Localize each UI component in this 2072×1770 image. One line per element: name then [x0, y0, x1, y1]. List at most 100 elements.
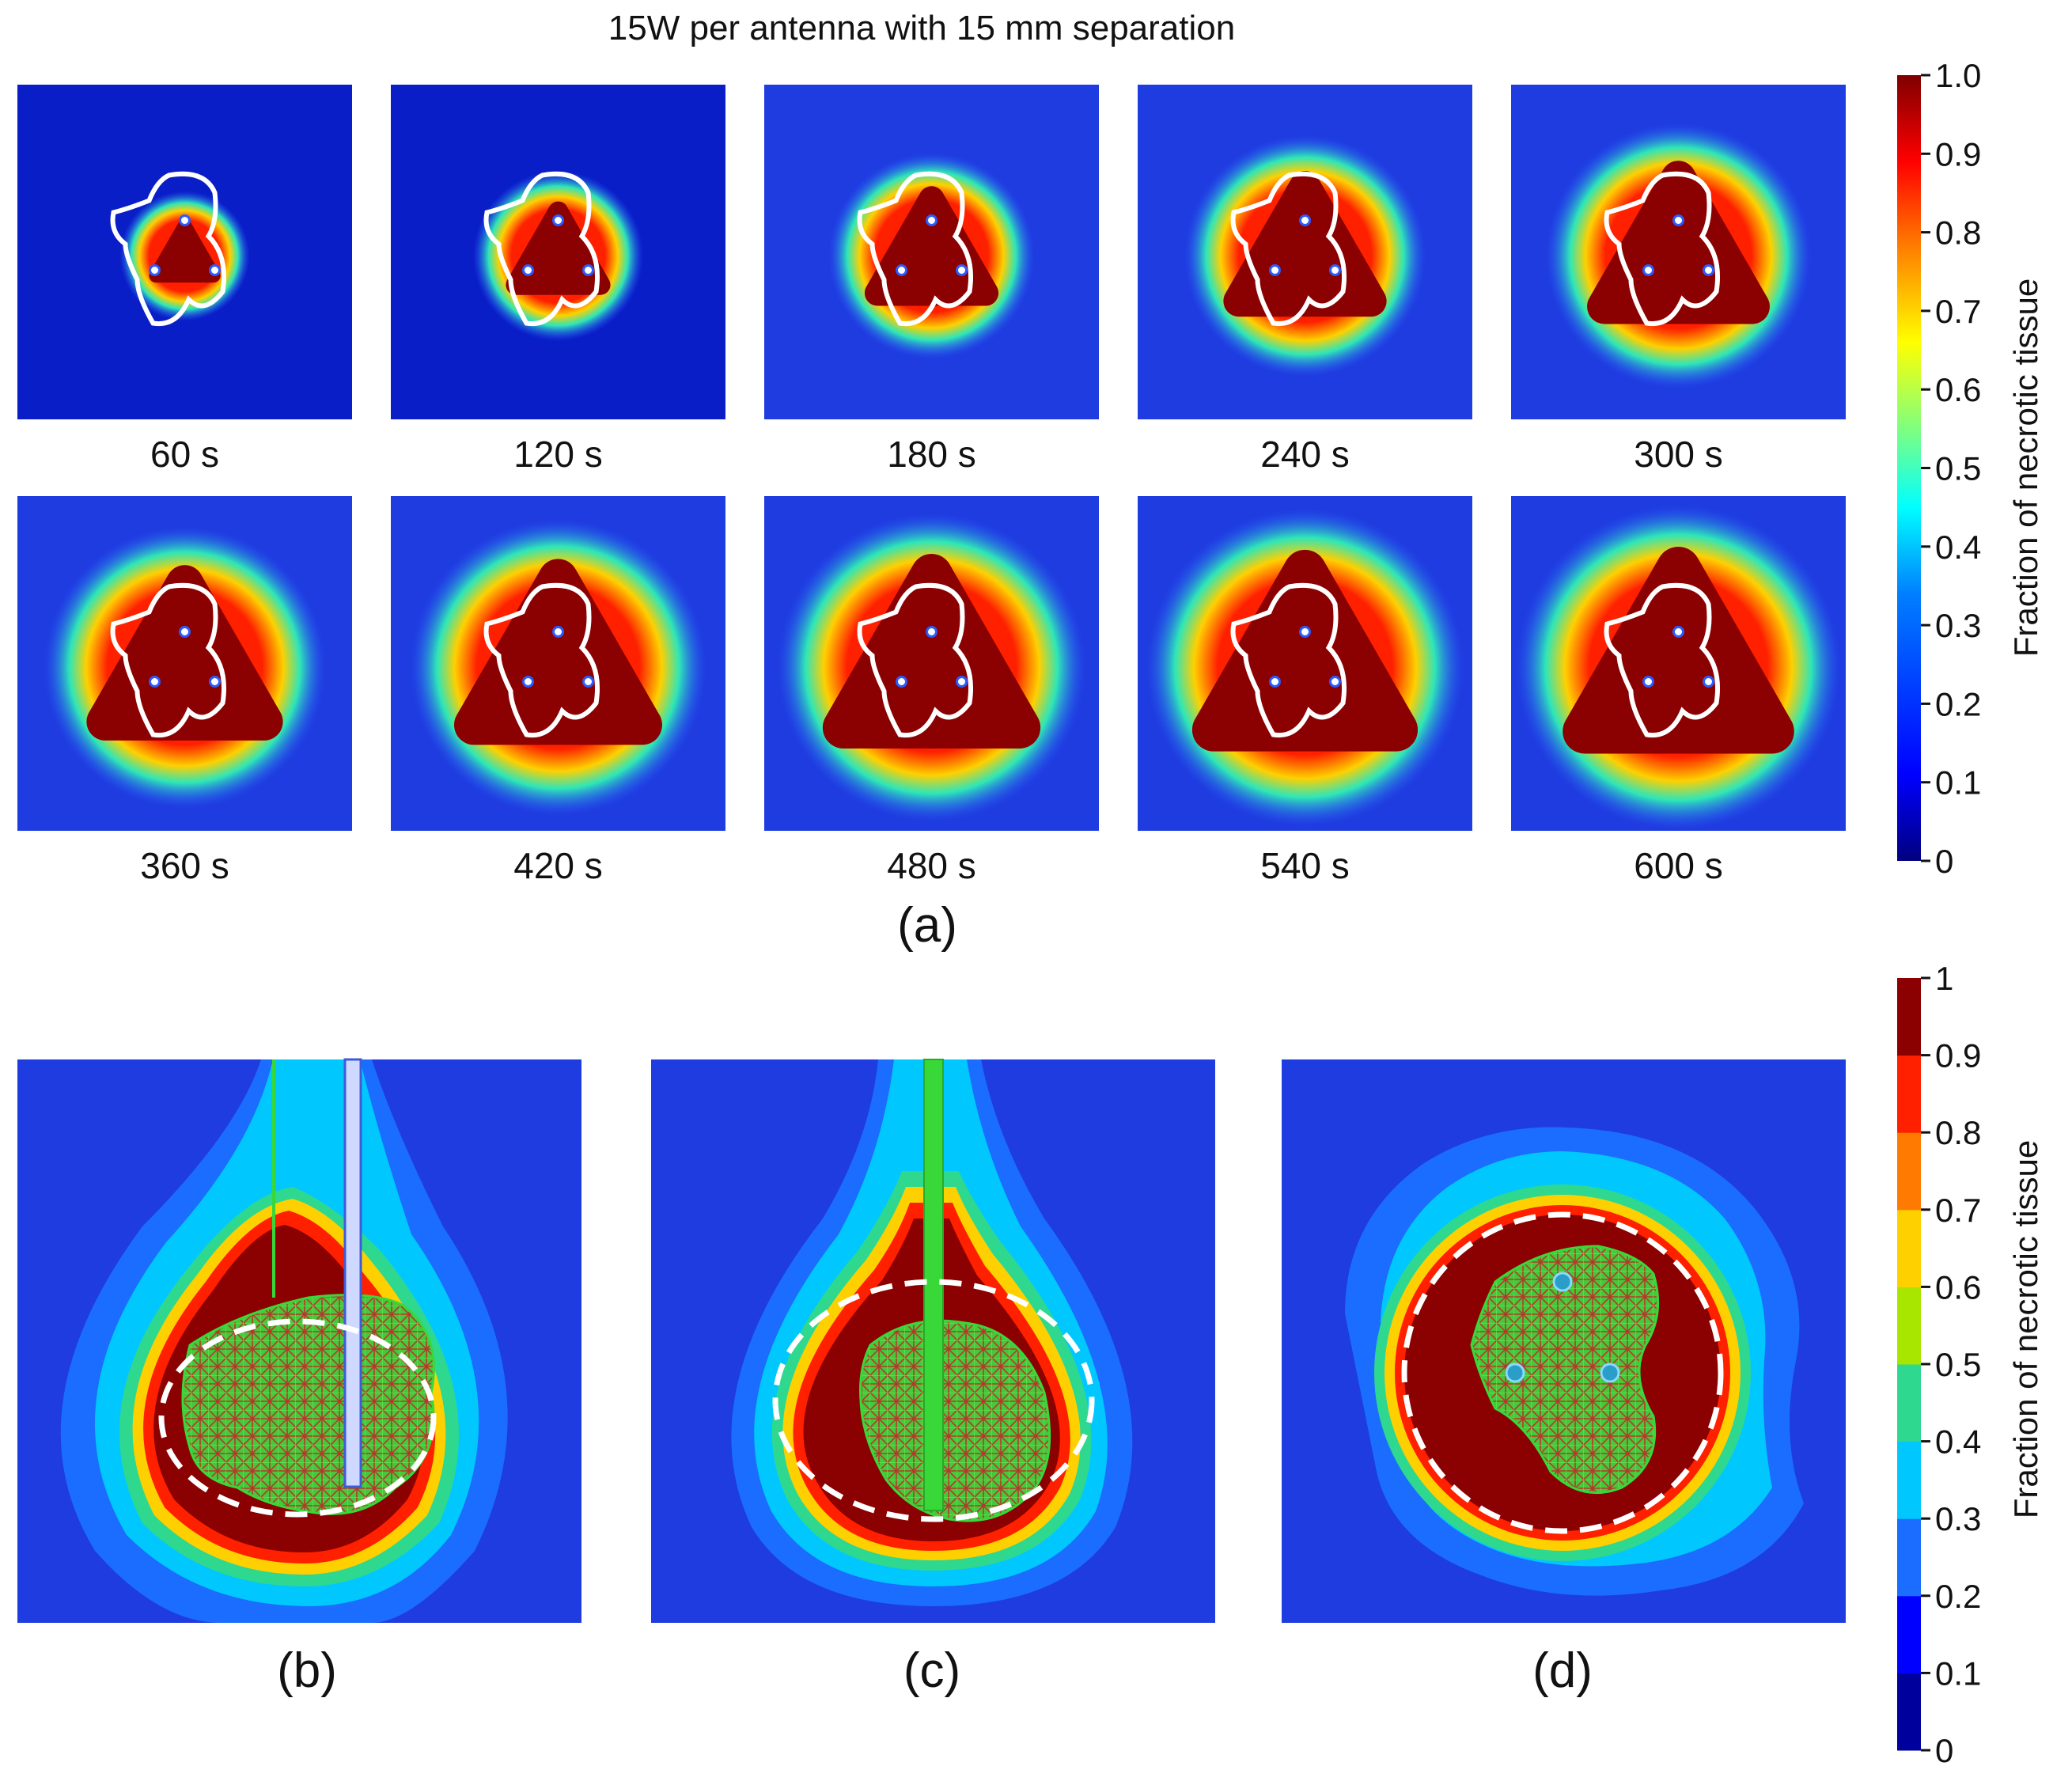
colorbar-a-tick-label: 0.5	[1935, 450, 1981, 487]
tumor-outline	[483, 171, 600, 327]
snapshot-6: 360 s	[17, 496, 352, 886]
colorbar-bcd-tick-label: 0	[1935, 1732, 1953, 1769]
antenna-1	[1299, 626, 1311, 638]
panel-d-antenna-3	[1600, 1363, 1620, 1383]
antenna-2	[149, 676, 161, 688]
panel-b-tumor-mesh	[181, 1294, 435, 1515]
time-label: 600 s	[1634, 845, 1723, 886]
snapshot-2: 120 s	[391, 85, 725, 475]
snapshot-1: 60 s	[17, 85, 352, 475]
antenna-2	[522, 264, 534, 276]
panel-c-antenna	[923, 1059, 944, 1511]
snapshot-3: 180 s	[764, 85, 1099, 475]
antenna-2	[896, 676, 907, 688]
panel-d-antenna-1	[1552, 1272, 1573, 1292]
tumor-outline	[110, 582, 227, 738]
time-label: 120 s	[513, 434, 603, 475]
antenna-2	[896, 264, 907, 276]
antenna-3	[956, 264, 968, 276]
panel-d-dashed-outline	[1401, 1211, 1724, 1534]
necrotic-zone	[454, 559, 662, 745]
tumor-outline	[1230, 171, 1347, 327]
antenna-1	[179, 626, 191, 638]
time-label: 60 s	[150, 434, 219, 475]
colorbar-bcd-tick-label: 1	[1935, 960, 1953, 997]
snapshot-4: 240 s	[1138, 85, 1472, 475]
antenna-2	[1269, 676, 1281, 688]
colorbar-bcd-tick-label: 0.7	[1935, 1192, 1981, 1229]
antenna-3	[956, 676, 968, 688]
antenna-2	[522, 676, 534, 688]
colorbar-a-tick-label: 0.3	[1935, 607, 1981, 644]
colorbar-a-tick-label: 0.2	[1935, 685, 1981, 722]
panel-c	[651, 1059, 1215, 1623]
time-label: 540 s	[1260, 845, 1350, 886]
tumor-outline	[857, 171, 974, 327]
tumor-outline	[483, 582, 600, 738]
colorbar-a-tick-label: 0.4	[1935, 529, 1981, 566]
antenna-3	[209, 676, 221, 688]
colorbar-bcd-band	[1897, 1673, 1921, 1751]
panel-c-dashed-outline	[772, 1279, 1095, 1522]
colorbar-bcd-band	[1897, 1132, 1921, 1211]
colorbar-a-tick-label: 0.9	[1935, 135, 1981, 172]
tumor-outline	[1230, 582, 1347, 738]
colorbar-a-label: Fraction of necrotic tissue	[2007, 279, 2044, 658]
colorbar-bcd-band	[1897, 1441, 1921, 1519]
colorbar-bcd-band	[1897, 1209, 1921, 1287]
antenna-2	[1642, 676, 1654, 688]
colorbar-a-tick-label: 0	[1935, 843, 1953, 880]
necrotic-zone	[506, 201, 611, 295]
necrotic-zone	[822, 553, 1041, 749]
antenna-2	[1269, 264, 1281, 276]
colorbar-bcd-tick-label: 0.6	[1935, 1268, 1981, 1306]
colorbar-bcd-tick-label: 0.4	[1935, 1423, 1981, 1461]
time-label: 180 s	[887, 434, 976, 475]
antenna-3	[1329, 264, 1341, 276]
necrotic-zone	[149, 218, 221, 283]
antenna-3	[209, 264, 221, 276]
antenna-1	[926, 626, 938, 638]
colorbar-bcd: 1 0.9 0.8 0.7 0.6 0.5 0.4 0.3 0.2 0.1 0 Fraction o…	[1897, 960, 2044, 1769]
antenna-2	[149, 264, 161, 276]
colorbar-a-tick-label: 0.6	[1935, 371, 1981, 408]
tumor-outline	[110, 171, 227, 327]
tumor-outline	[1604, 171, 1721, 327]
time-label: 360 s	[140, 845, 229, 886]
colorbar-a-gradient	[1897, 75, 1921, 861]
tumor-outline	[857, 582, 974, 738]
colorbar-bcd-tick-label: 0.1	[1935, 1654, 1981, 1692]
colorbar-bcd-tick-label: 0.3	[1935, 1500, 1981, 1537]
colorbar-bcd-tick-label: 0.2	[1935, 1578, 1981, 1615]
antenna-3	[1329, 676, 1341, 688]
colorbar-bcd-label: Fraction of necrotic tissue	[2007, 1140, 2044, 1519]
panel-label-a: (a)	[897, 898, 957, 953]
antenna-1	[1672, 214, 1684, 226]
time-series-grid: 60 s 120 s 180 s 240 s 300 s 360 s 420 s 480 s 5…	[17, 85, 1846, 886]
colorbar-a-tick-label: 0.1	[1935, 764, 1981, 802]
panel-b	[17, 1058, 581, 1623]
tumor-outline	[1604, 582, 1721, 738]
figure-title: 15W per antenna with 15 mm separation	[608, 9, 1235, 47]
colorbar-a-tick-label: 1.0	[1935, 57, 1981, 94]
antenna-1	[552, 214, 564, 226]
antenna-1	[1672, 626, 1684, 638]
antenna-1	[1299, 214, 1311, 226]
time-label: 480 s	[887, 845, 976, 886]
snapshot-7: 420 s	[391, 496, 725, 886]
snapshot-10: 600 s	[1511, 496, 1846, 886]
colorbar-bcd-band	[1897, 1364, 1921, 1442]
colorbar-bcd-band	[1897, 1595, 1921, 1673]
panel-b-dashed-outline	[158, 1318, 437, 1518]
colorbar-a-tick-label: 0.7	[1935, 293, 1981, 330]
panel-label-c: (c)	[903, 1643, 960, 1698]
snapshot-5: 300 s	[1511, 85, 1846, 475]
colorbar-bcd-tick-label: 0.9	[1935, 1037, 1981, 1075]
panel-d-antenna-2	[1505, 1363, 1525, 1383]
antenna-2	[1642, 264, 1654, 276]
colorbar-bcd-band	[1897, 1287, 1921, 1365]
snapshot-9: 540 s	[1138, 496, 1472, 886]
antenna-3	[1703, 264, 1714, 276]
time-label: 240 s	[1260, 434, 1350, 475]
